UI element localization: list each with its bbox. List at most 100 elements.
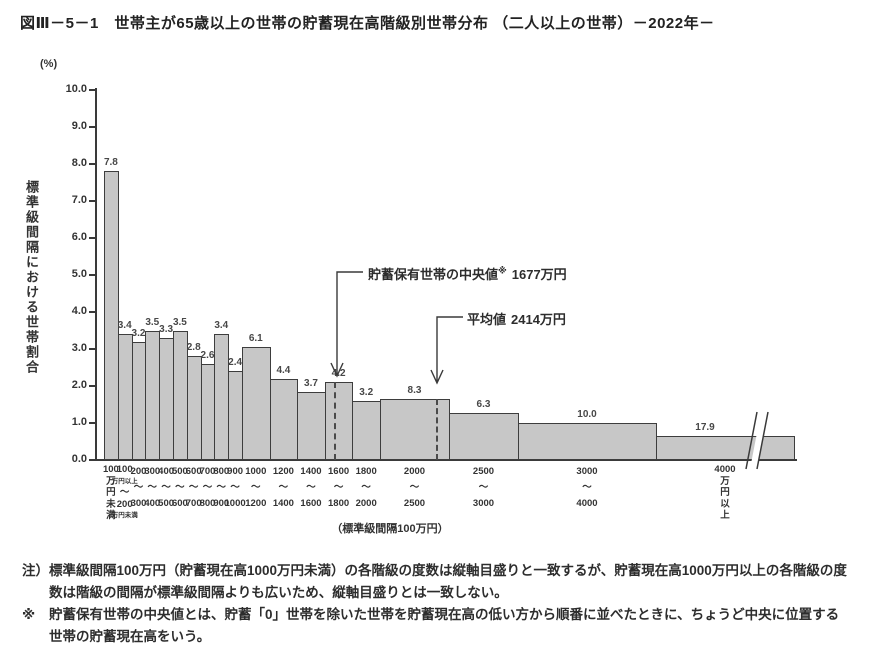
bar xyxy=(380,398,450,460)
bar-value-label: 4.2 xyxy=(331,368,346,380)
bar xyxy=(518,423,657,460)
x-tick-line: 2000 xyxy=(403,466,426,477)
x-tick-line: 800 xyxy=(213,466,230,477)
x-tick-line: 600 xyxy=(185,466,202,477)
x-tick-line: 300 xyxy=(130,498,147,509)
x-tick-line: 100 xyxy=(116,464,133,475)
x-tick-line: 3000 xyxy=(576,466,598,477)
x-tick-line: 〜 xyxy=(409,482,420,493)
bar xyxy=(449,413,519,460)
bar-value-label: 3.4 xyxy=(117,320,132,332)
bar-value-label: 6.3 xyxy=(476,399,491,411)
x-tick-line: 円 xyxy=(106,487,116,498)
x-tick-line: 〜 xyxy=(582,482,592,493)
bar xyxy=(131,341,147,460)
bar-value-label: 4.4 xyxy=(276,364,291,376)
bar-value-label: 3.7 xyxy=(304,377,318,389)
x-tick-label: 500 〜 600 xyxy=(147,464,213,512)
x-tick-line: 900 xyxy=(227,466,244,477)
bar-value-label: 3.5 xyxy=(172,316,187,328)
bar-value-label: 7.8 xyxy=(103,157,118,169)
x-tick-line: 500 xyxy=(158,498,175,509)
bar-value-label: 2.8 xyxy=(186,342,201,354)
x-tick-line: 〜 xyxy=(188,482,199,493)
y-tick-mark xyxy=(89,126,95,128)
x-tick-line: 1600 xyxy=(300,498,322,509)
x-tick-label: 2500 〜 3000 xyxy=(451,464,517,512)
x-tick-line: 1000 xyxy=(245,466,267,477)
bar-value-label: 3.2 xyxy=(131,327,146,339)
mean-annotation: 平均値 2414万円 xyxy=(467,309,566,328)
y-tick-mark xyxy=(89,89,95,91)
y-axis-line xyxy=(95,88,97,461)
y-tick-label: 9.0 xyxy=(71,120,87,132)
x-tick-label: 100 万円未満 xyxy=(78,464,144,522)
bar xyxy=(200,363,216,460)
x-tick-line: 〜 xyxy=(133,482,144,493)
median-annotation: 貯蓄保有世帯の中央値※ 1677万円 xyxy=(368,264,567,283)
bar-value-label: 2.6 xyxy=(200,349,215,361)
bar xyxy=(104,171,119,460)
x-tick-line: 万 xyxy=(720,475,730,487)
x-tick-line: 〜 xyxy=(161,482,171,493)
bar xyxy=(228,371,243,460)
notes-block: 注）標準級間隔100万円（貯蓄現在高1000万円未満）の各階級の度数は縦軸目盛り… xyxy=(22,560,850,648)
x-tick-label: 1600 〜 1800 xyxy=(306,464,372,512)
x-tick-line: 〜 xyxy=(202,482,213,493)
mean-value: 2414万円 xyxy=(511,312,566,327)
bar-value-label: 10.0 xyxy=(577,409,597,420)
median-value: 1677万円 xyxy=(511,267,567,282)
bar xyxy=(186,356,202,460)
y-tick-mark xyxy=(89,200,95,202)
x-tick-line: 500 xyxy=(171,466,188,477)
x-tick-line: 上 xyxy=(720,510,730,521)
chart-title: 図Ⅲ－5－1 世帯主が65歳以上の世帯の貯蓄現在高階級別世帯分布 （二人以上の世… xyxy=(20,15,715,32)
bar xyxy=(242,347,271,460)
note-text: 標準級間隔100万円（貯蓄現在高1000万円未満）の各階級の度数は縦軸目盛りと一… xyxy=(49,563,847,600)
x-tick-line: 1600 xyxy=(328,466,350,477)
x-tick-line: 100 xyxy=(102,464,119,475)
x-tick-label: 600 〜 700 xyxy=(161,464,227,512)
y-tick-mark xyxy=(89,385,95,387)
x-tick-line: 1000 xyxy=(224,498,246,509)
y-tick-label: 5.0 xyxy=(71,268,87,280)
x-tick-line: 万 xyxy=(106,475,116,487)
y-tick-mark xyxy=(89,459,95,461)
x-tick-line: 〜 xyxy=(478,482,489,493)
x-tick-line: 1200 xyxy=(245,498,267,509)
x-tick-line: 2500 xyxy=(472,466,495,477)
y-tick-mark xyxy=(89,311,95,313)
x-tick-line: 900 xyxy=(213,498,230,509)
x-tick-line: 〜 xyxy=(230,482,240,493)
mean-annotation-text: 平均値 xyxy=(467,312,507,327)
bar xyxy=(656,435,795,460)
x-tick-label: 700 〜 800 xyxy=(175,464,241,512)
x-tick-label: 2000 〜 2500 xyxy=(382,464,448,512)
bar-value-label: 17.9 xyxy=(695,421,715,433)
note-prefix: ※ xyxy=(22,607,36,623)
y-tick-label: 7.0 xyxy=(71,194,87,206)
x-tick-line: 〜 xyxy=(147,482,158,493)
bar xyxy=(117,334,133,460)
x-tick-label: 1800 〜 2000 xyxy=(333,464,399,512)
note-interval: 注）標準級間隔100万円（貯蓄現在高1000万円未満）の各階級の度数は縦軸目盛り… xyxy=(22,560,850,603)
bar-value-label: 2.4 xyxy=(228,357,243,369)
x-tick-line: 400 xyxy=(144,498,161,509)
x-tick-line: 700 xyxy=(185,498,202,509)
x-tick-line: 2500 xyxy=(403,498,426,509)
bar-value-label: 8.3 xyxy=(407,384,422,396)
x-tick-label: 1200 〜 1400 xyxy=(250,464,316,512)
y-tick-label: 2.0 xyxy=(71,379,87,391)
bar xyxy=(269,378,299,460)
x-tick-line: 万円未満 xyxy=(111,512,138,519)
x-tick-line: 400 xyxy=(158,466,175,477)
x-tick-line: 4000 xyxy=(576,498,598,509)
mean-dashed-line xyxy=(436,398,439,460)
x-tick-line: 1800 xyxy=(355,466,377,477)
y-axis-unit-label: (%) xyxy=(40,58,58,70)
bar-value-label: 3.3 xyxy=(159,323,174,335)
x-tick-line: 〜 xyxy=(333,482,344,493)
x-tick-line: 〜 xyxy=(175,482,185,493)
bar xyxy=(145,330,161,460)
x-tick-line: 800 xyxy=(199,498,216,509)
